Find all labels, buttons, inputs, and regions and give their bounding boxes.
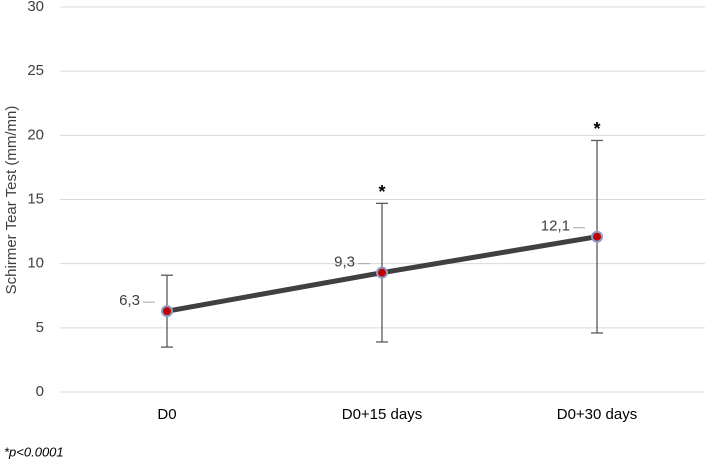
annotation: * [378, 182, 385, 202]
y-tick-label: 10 [27, 255, 44, 272]
y-tick-label: 5 [36, 319, 44, 336]
marker [591, 230, 603, 243]
y-tick-label: 15 [27, 190, 44, 207]
y-tick-label: 20 [27, 126, 44, 143]
value-label: 9,3 [334, 254, 355, 271]
y-tick-label: 0 [36, 383, 44, 400]
x-tick-label: D0+30 days [557, 406, 637, 423]
value-label: 6,3 [119, 292, 140, 309]
y-tick-label: 30 [27, 0, 44, 15]
annotation: * [593, 119, 600, 139]
y-tick-label: 25 [27, 62, 44, 79]
x-tick-label: D0 [157, 406, 176, 423]
footnote: *p<0.0001 [4, 444, 64, 459]
y-axis-title: Schirmer Tear Test (mm/mn) [3, 106, 20, 295]
x-tick-label: D0+15 days [342, 406, 422, 423]
marker [161, 305, 173, 318]
marker [376, 266, 388, 279]
value-label: 12,1 [541, 218, 570, 235]
